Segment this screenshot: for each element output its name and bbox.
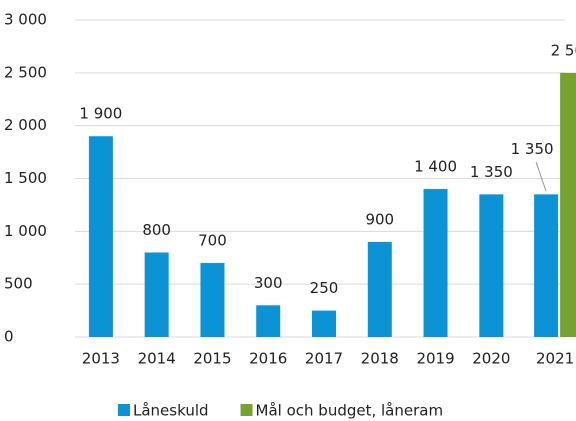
data-label: 1 350	[470, 163, 513, 181]
x-tick-label: 2020	[472, 350, 510, 368]
y-tick-label: 1 500	[4, 169, 47, 187]
bar	[200, 263, 225, 337]
x-tick-label: 2021	[536, 350, 574, 368]
x-tick-label: 2015	[193, 350, 231, 368]
data-label: 1 400	[414, 158, 457, 176]
data-label: 1 350	[511, 140, 554, 158]
bar	[367, 241, 392, 337]
x-tick-label: 2014	[138, 350, 176, 368]
legend-label: Mål och budget, låneram	[256, 402, 444, 420]
data-label: 2 500	[551, 41, 576, 59]
legend-swatch	[118, 404, 130, 416]
y-tick-label: 3 000	[4, 11, 47, 29]
x-tick-label: 2016	[249, 350, 287, 368]
x-tick-label: 2017	[305, 350, 343, 368]
data-label: 900	[365, 210, 394, 228]
data-label: 300	[254, 274, 283, 292]
bar	[256, 305, 281, 337]
legend-swatch	[240, 404, 253, 416]
data-label: 250	[310, 279, 339, 297]
data-label: 800	[142, 221, 171, 239]
legend-label: Låneskuld	[133, 402, 209, 420]
y-tick-label: 2 000	[4, 116, 47, 134]
bar	[560, 72, 576, 337]
y-tick-label: 2 500	[4, 63, 47, 81]
bar	[144, 252, 169, 337]
x-tick-label: 2013	[82, 350, 120, 368]
data-label: 700	[198, 232, 227, 250]
x-tick-label: 2018	[361, 350, 399, 368]
bar	[312, 310, 336, 337]
x-tick-label: 2019	[416, 350, 454, 368]
y-tick-label: 0	[4, 328, 14, 346]
bar	[479, 194, 504, 337]
y-tick-label: 500	[4, 275, 33, 293]
bar	[534, 194, 559, 337]
y-tick-label: 1 000	[4, 222, 47, 240]
leader-line	[535, 162, 547, 192]
bar	[88, 136, 113, 337]
data-label: 1 900	[79, 105, 122, 123]
bar	[423, 189, 448, 337]
